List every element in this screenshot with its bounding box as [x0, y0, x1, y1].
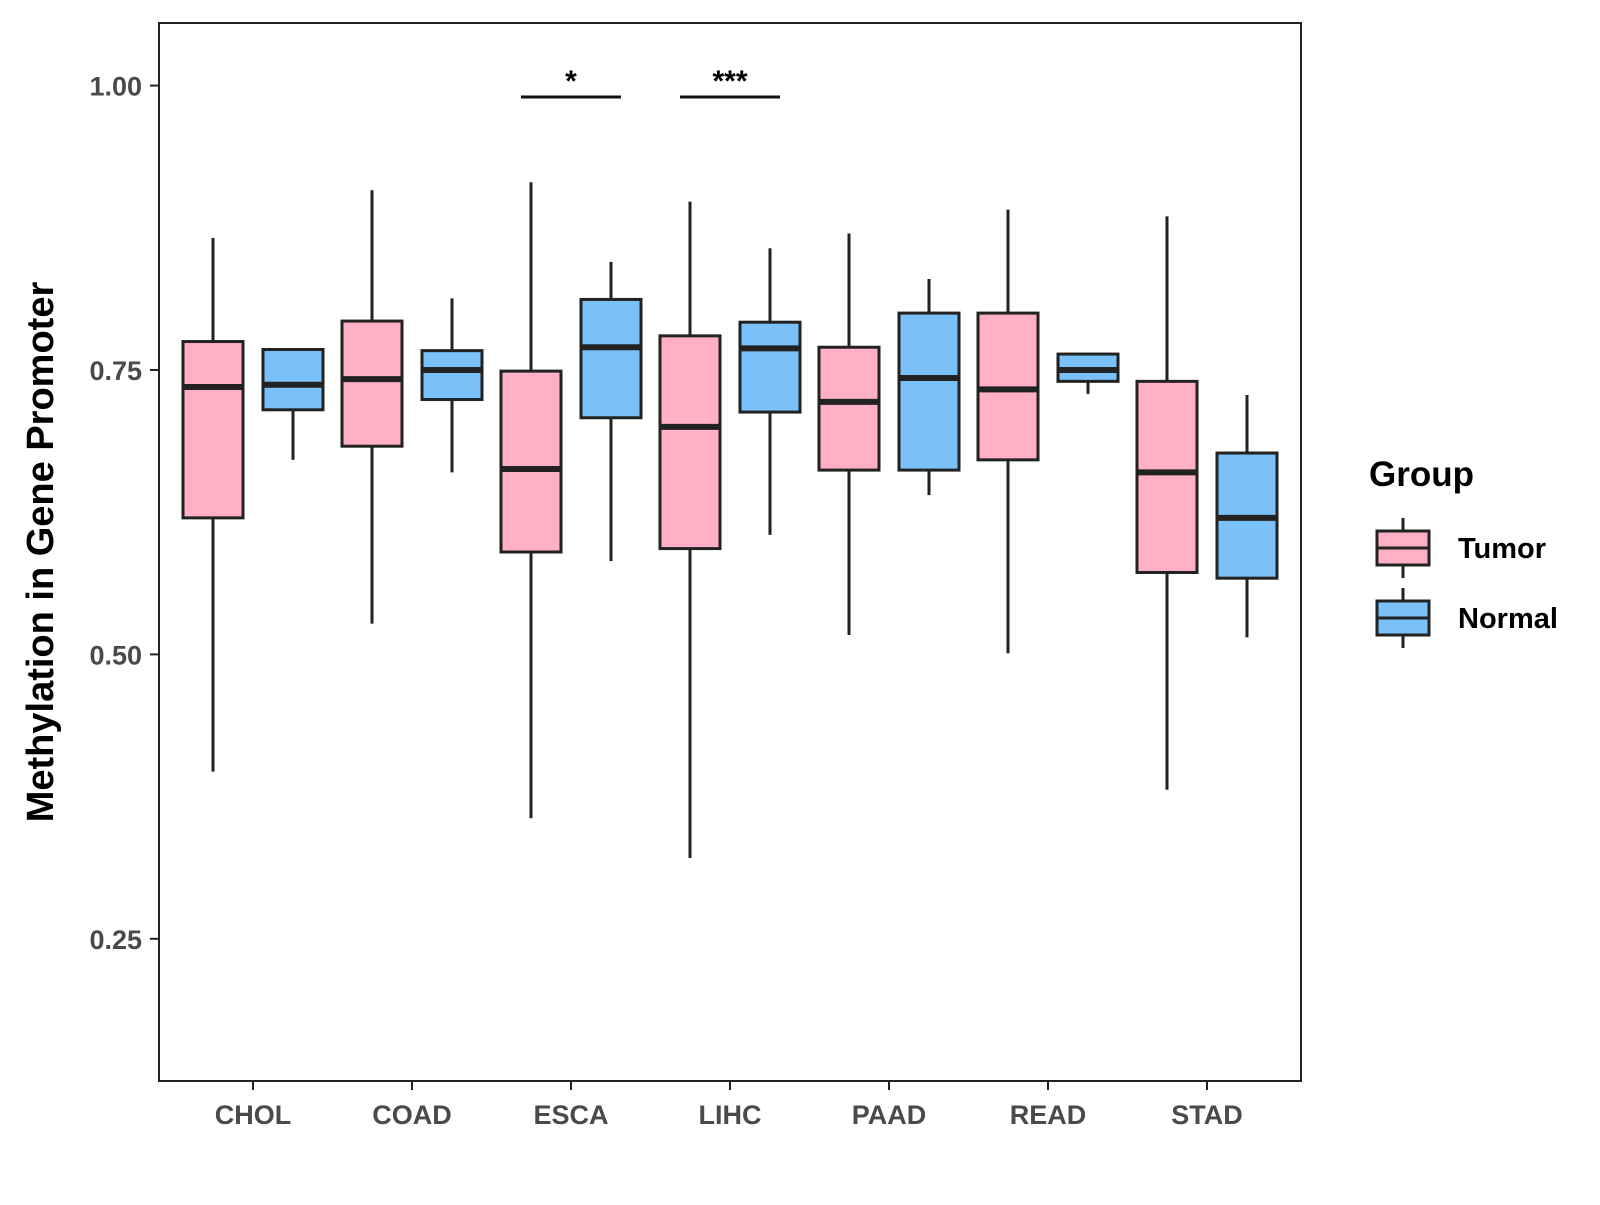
- x-tick-label: CHOL: [215, 1100, 292, 1130]
- box-body: [817, 345, 881, 472]
- box-body: [579, 297, 643, 420]
- box-body: [499, 369, 563, 554]
- x-tick-label: PAAD: [852, 1100, 927, 1130]
- box-body: [261, 348, 325, 412]
- box-body: [738, 320, 802, 414]
- box-tumor-stad: [1135, 216, 1199, 790]
- box-tumor-esca: [499, 182, 563, 819]
- x-tick-label: LIHC: [699, 1100, 762, 1130]
- y-tick-label: 0.25: [89, 925, 142, 955]
- legend-title: Group: [1369, 455, 1474, 494]
- box-tumor-paad: [817, 233, 881, 636]
- x-tick-label: ESCA: [533, 1100, 608, 1130]
- x-tick-label: COAD: [372, 1100, 452, 1130]
- plot-panel: [158, 22, 1302, 1082]
- box-body: [340, 319, 404, 448]
- significance-lihc: ***: [680, 65, 780, 99]
- significance-label: *: [565, 65, 577, 98]
- box-body: [658, 334, 722, 551]
- y-axis-title: Methylation in Gene Promoter: [20, 282, 62, 823]
- box-normal-esca: [579, 261, 643, 562]
- y-tick-label: 1.00: [89, 72, 142, 102]
- box-body: [897, 311, 961, 472]
- box-body: [1135, 379, 1199, 574]
- box-tumor-chol: [181, 238, 245, 772]
- legend-label: Tumor: [1458, 533, 1546, 565]
- box-body: [420, 349, 484, 402]
- significance-esca: *: [521, 65, 621, 99]
- significance-label: ***: [712, 65, 747, 98]
- box-tumor-coad: [340, 190, 404, 624]
- x-tick-label: STAD: [1171, 1100, 1243, 1130]
- box-normal-read: [1056, 352, 1120, 394]
- box-normal-coad: [420, 298, 484, 473]
- boxes-layer: [181, 182, 1279, 859]
- legend-entry-tumor: Tumor: [1375, 518, 1546, 578]
- y-tick-label: 0.50: [89, 640, 142, 670]
- box-normal-paad: [897, 278, 961, 496]
- y-tick-label: 0.75: [89, 356, 142, 386]
- box-tumor-lihc: [658, 201, 722, 859]
- box-normal-lihc: [738, 248, 802, 535]
- x-tick-label: READ: [1010, 1100, 1087, 1130]
- x-axis: CHOL COAD ESCA LIHC PAAD READ STAD: [215, 1081, 1243, 1130]
- box-body: [181, 340, 245, 520]
- box-normal-stad: [1215, 395, 1279, 638]
- legend: Group Tumor Normal: [1369, 455, 1558, 648]
- box-tumor-read: [976, 209, 1040, 654]
- legend-label: Normal: [1458, 603, 1558, 635]
- y-axis: 0.25 0.50 0.75 1.00: [89, 72, 159, 955]
- legend-entry-normal: Normal: [1375, 588, 1558, 648]
- box-normal-chol: [261, 348, 325, 460]
- significance-layer: * ***: [521, 65, 780, 99]
